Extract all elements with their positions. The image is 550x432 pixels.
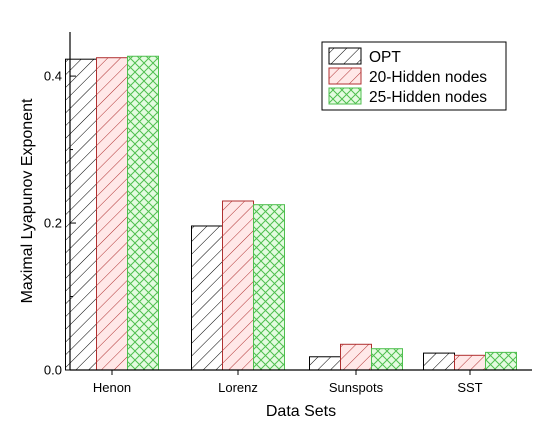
bar-henon-series-3 (127, 55, 159, 371)
legend-swatch-25-hidden (328, 87, 362, 105)
bar-lorenz-series-1 (191, 225, 223, 371)
bar-sunspots-series-1 (309, 356, 341, 371)
y-tick-label: 0.0 (44, 363, 62, 378)
bar-sunspots-series-3 (371, 348, 403, 371)
legend-label-opt: OPT (369, 49, 401, 66)
bar-sunspots-series-2 (340, 343, 372, 371)
bars-group (65, 55, 517, 371)
legend-swatch-20-hidden (328, 67, 362, 85)
bar-sst-series-1 (423, 352, 455, 371)
bar-lorenz-series-3 (253, 204, 285, 371)
legend-label-20-hidden: 20-Hidden nodes (369, 69, 487, 86)
legend: OPT 20-Hidden nodes 25-Hidden nodes (321, 41, 507, 111)
y-ticks: 0.0 0.2 0.4 (44, 69, 76, 378)
x-tick-label-sunspots: Sunspots (329, 380, 384, 395)
bar-sst-series-2 (454, 354, 486, 371)
bar-henon-series-1 (65, 58, 97, 371)
y-tick-label: 0.4 (44, 69, 62, 84)
x-tick-label-henon: Henon (93, 380, 131, 395)
x-tick-label-sst: SST (457, 380, 482, 395)
y-tick-label: 0.2 (44, 216, 62, 231)
bar-sst-series-3 (485, 351, 517, 371)
legend-swatch-opt (328, 47, 362, 65)
x-ticks: Henon Lorenz Sunspots SST (93, 370, 483, 395)
y-axis-title: Maximal Lyapunov Exponent (19, 98, 36, 303)
x-axis-title: Data Sets (266, 403, 336, 420)
legend-label-25-hidden: 25-Hidden nodes (369, 89, 487, 106)
bar-henon-series-2 (96, 57, 128, 371)
x-tick-label-lorenz: Lorenz (218, 380, 258, 395)
bar-lorenz-series-2 (222, 200, 254, 371)
